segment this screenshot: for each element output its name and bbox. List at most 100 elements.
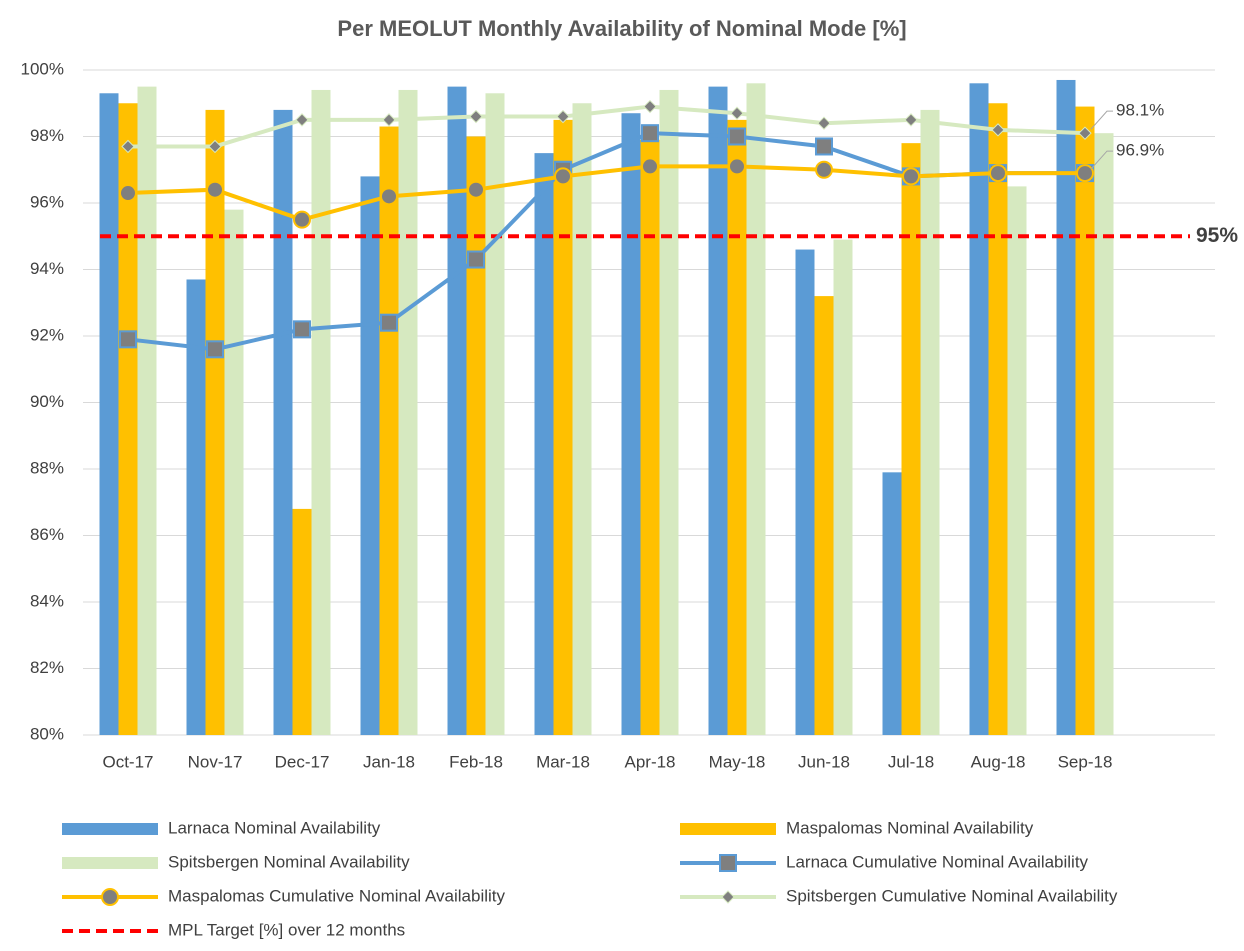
bar xyxy=(882,472,902,735)
bar xyxy=(988,103,1008,735)
x-tick-label: Aug-18 xyxy=(971,752,1026,771)
point xyxy=(467,250,485,269)
line xyxy=(128,104,1086,149)
leader-line xyxy=(1090,110,1113,130)
line xyxy=(127,131,1085,352)
point xyxy=(469,109,483,124)
bar xyxy=(311,89,331,735)
bar xyxy=(727,119,747,735)
bar xyxy=(99,93,119,735)
bar xyxy=(292,508,312,735)
target-label: 95% xyxy=(1196,224,1238,247)
x-tick-label: Oct-17 xyxy=(102,752,153,771)
point xyxy=(728,157,746,176)
point xyxy=(991,123,1005,137)
point xyxy=(730,106,744,120)
x-tick-label: Jul-18 xyxy=(888,752,934,771)
point xyxy=(206,180,224,199)
bar xyxy=(795,249,815,736)
legend-label: Larnaca Cumulative Nominal Availability xyxy=(786,852,1089,871)
x-tick-label: Mar-18 xyxy=(536,752,590,771)
point xyxy=(902,167,920,186)
legend-swatch xyxy=(680,823,776,835)
x-tick-label: Dec-17 xyxy=(275,752,330,771)
bar xyxy=(118,103,138,735)
leader-line xyxy=(1090,150,1113,170)
point xyxy=(206,340,224,359)
bar xyxy=(969,83,989,736)
y-tick-label: 80% xyxy=(30,724,64,743)
bar xyxy=(360,176,380,735)
point xyxy=(817,116,831,130)
x-tick-label: Jan-18 xyxy=(363,752,415,771)
point xyxy=(904,113,918,127)
legend-label: Spitsbergen Cumulative Nominal Availabil… xyxy=(786,886,1118,905)
bar xyxy=(814,296,834,735)
point xyxy=(293,320,311,339)
y-tick-label: 88% xyxy=(30,458,64,477)
bar xyxy=(534,153,554,735)
legend-label: MPL Target [%] over 12 months xyxy=(168,920,405,939)
legend-label: Maspalomas Cumulative Nominal Availabili… xyxy=(168,886,505,905)
data-label: 98.1% xyxy=(1116,101,1164,120)
bar xyxy=(224,209,244,735)
legend-marker xyxy=(721,890,735,904)
bar xyxy=(1056,79,1076,736)
x-tick-label: Jun-18 xyxy=(798,752,850,771)
y-tick-label: 86% xyxy=(30,525,64,544)
point xyxy=(641,124,659,143)
point xyxy=(815,160,833,179)
point xyxy=(382,113,396,127)
point xyxy=(643,99,657,114)
bar xyxy=(485,93,505,735)
point xyxy=(380,313,398,332)
point xyxy=(728,127,746,146)
y-tick-label: 100% xyxy=(21,59,64,78)
point xyxy=(295,113,309,127)
point xyxy=(121,139,135,154)
bar xyxy=(746,83,766,736)
bar xyxy=(621,113,641,736)
legend-swatch xyxy=(62,857,158,869)
bar xyxy=(186,279,206,735)
legend-marker xyxy=(101,888,119,906)
point xyxy=(467,180,485,199)
point xyxy=(208,139,222,154)
bar xyxy=(398,89,418,735)
bar xyxy=(833,239,853,735)
point xyxy=(293,210,311,229)
bar xyxy=(640,139,660,735)
bar xyxy=(1007,186,1027,735)
point xyxy=(119,330,137,349)
bar xyxy=(1075,106,1095,735)
point xyxy=(1076,164,1094,183)
y-tick-label: 84% xyxy=(30,591,64,610)
legend-marker xyxy=(719,854,737,872)
bar xyxy=(901,143,921,735)
bar xyxy=(708,86,728,735)
bar xyxy=(447,86,467,735)
x-tick-label: Feb-18 xyxy=(449,752,503,771)
point xyxy=(119,184,137,203)
bar xyxy=(273,109,293,735)
y-tick-label: 94% xyxy=(30,259,64,278)
x-tick-label: Apr-18 xyxy=(624,752,675,771)
data-label: 96.9% xyxy=(1116,141,1164,160)
bar xyxy=(572,103,592,735)
bar xyxy=(920,109,940,735)
point xyxy=(1078,126,1092,140)
bar xyxy=(466,136,486,735)
y-tick-label: 98% xyxy=(30,126,64,145)
line xyxy=(127,164,1085,222)
chart-title: Per MEOLUT Monthly Availability of Nomin… xyxy=(337,16,906,41)
legend-label: Maspalomas Nominal Availability xyxy=(786,818,1034,837)
y-tick-label: 90% xyxy=(30,392,64,411)
point xyxy=(554,167,572,186)
bar xyxy=(553,119,573,735)
legend-swatch xyxy=(62,823,158,835)
x-tick-label: Sep-18 xyxy=(1058,752,1113,771)
point xyxy=(556,109,570,124)
y-tick-label: 96% xyxy=(30,192,64,211)
legend-label: Larnaca Nominal Availability xyxy=(168,818,381,837)
